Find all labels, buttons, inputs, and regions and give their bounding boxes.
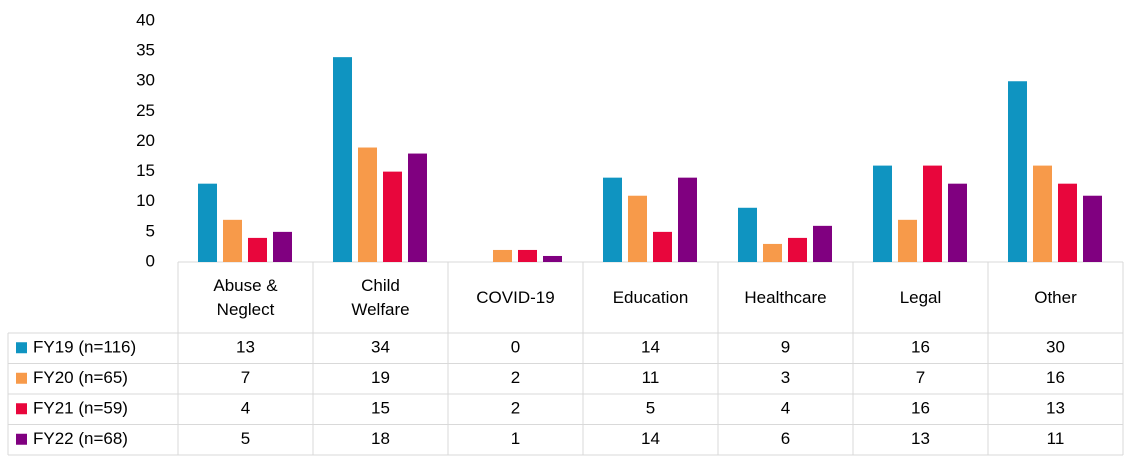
bar	[1008, 81, 1027, 262]
table-value: 18	[371, 429, 390, 448]
table-value: 14	[641, 338, 660, 357]
legend-label: FY19 (n=116)	[33, 338, 136, 357]
table-value: 2	[511, 368, 520, 387]
bar	[223, 219, 242, 262]
bar	[923, 165, 942, 262]
x-tick-label-box: Abuse & Neglect	[213, 275, 278, 319]
x-tick-label: Legal	[899, 287, 942, 307]
y-tick-label: 20	[136, 131, 155, 150]
bar	[1033, 165, 1052, 262]
y-tick-label: 0	[146, 251, 155, 270]
table-value: 5	[241, 429, 250, 448]
table-value: 13	[1046, 399, 1065, 418]
table-value: 6	[781, 429, 790, 448]
table-value: 4	[781, 399, 790, 418]
table-value: 30	[1046, 338, 1065, 357]
table-value: 1	[511, 429, 520, 448]
x-tick-label-box: COVID-19	[476, 287, 555, 307]
table-value: 16	[911, 399, 930, 418]
y-tick-label: 25	[136, 101, 155, 120]
legend-label: FY22 (n=68)	[33, 429, 128, 448]
bar	[678, 177, 697, 262]
x-tick-label: Healthcare	[744, 287, 827, 307]
legend-swatch	[16, 372, 27, 384]
bar	[333, 57, 352, 263]
bar	[273, 231, 292, 262]
bar	[493, 249, 512, 262]
table-value: 4	[241, 399, 250, 418]
y-tick-label: 10	[136, 191, 155, 210]
table-value: 11	[1047, 429, 1065, 448]
bar	[873, 165, 892, 262]
table-value: 15	[371, 399, 390, 418]
table-value: 9	[781, 338, 790, 357]
x-tick-label-box: Healthcare	[744, 287, 827, 307]
bar	[1083, 195, 1102, 262]
x-tick-label: Other	[1034, 287, 1077, 307]
x-tick-label-box: Other	[1034, 287, 1077, 307]
table-value: 14	[641, 429, 660, 448]
legend-label: FY21 (n=59)	[33, 399, 128, 418]
table-value: 13	[911, 429, 930, 448]
y-tick-label: 40	[136, 10, 155, 29]
bar	[248, 237, 267, 262]
bar	[603, 177, 622, 262]
bar	[383, 171, 402, 262]
x-tick-label: COVID-19	[476, 287, 555, 307]
x-tick-label-box: Legal	[899, 287, 942, 307]
bar	[198, 183, 217, 262]
bar	[763, 243, 782, 262]
table-value: 13	[236, 338, 255, 357]
bar	[543, 255, 562, 262]
table-value: 16	[1046, 368, 1065, 387]
table-value: 11	[642, 368, 660, 387]
bar	[653, 231, 672, 262]
table-value: 7	[241, 368, 250, 387]
table-value: 16	[911, 338, 930, 357]
x-tick-label: Abuse & Neglect	[213, 275, 278, 319]
bar	[738, 207, 757, 262]
table-value: 2	[511, 399, 520, 418]
x-tick-label-box: Child Welfare	[351, 275, 410, 319]
bar	[813, 225, 832, 262]
bar	[898, 219, 917, 262]
bar	[948, 183, 967, 262]
table-value: 34	[371, 338, 390, 357]
y-tick-label: 35	[136, 41, 155, 60]
x-tick-label: Child Welfare	[351, 275, 410, 319]
bar	[1058, 183, 1077, 262]
y-tick-label: 5	[146, 221, 155, 240]
x-tick-label: Education	[612, 287, 689, 307]
table-value: 3	[781, 368, 790, 387]
y-tick-label: 30	[136, 71, 155, 90]
bar	[408, 153, 427, 262]
x-tick-label-box: Education	[612, 287, 689, 307]
bar	[788, 237, 807, 262]
table-value: 0	[511, 338, 520, 357]
table-value: 5	[646, 399, 655, 418]
bar	[628, 195, 647, 262]
bar	[518, 249, 537, 262]
legend-swatch	[16, 342, 27, 354]
y-tick-label: 15	[136, 161, 155, 180]
legend-swatch	[16, 403, 27, 415]
table-value: 7	[916, 368, 925, 387]
legend-label: FY20 (n=65)	[33, 368, 128, 387]
table-value: 19	[371, 368, 390, 387]
legend-swatch	[16, 433, 27, 445]
bar	[358, 147, 377, 262]
